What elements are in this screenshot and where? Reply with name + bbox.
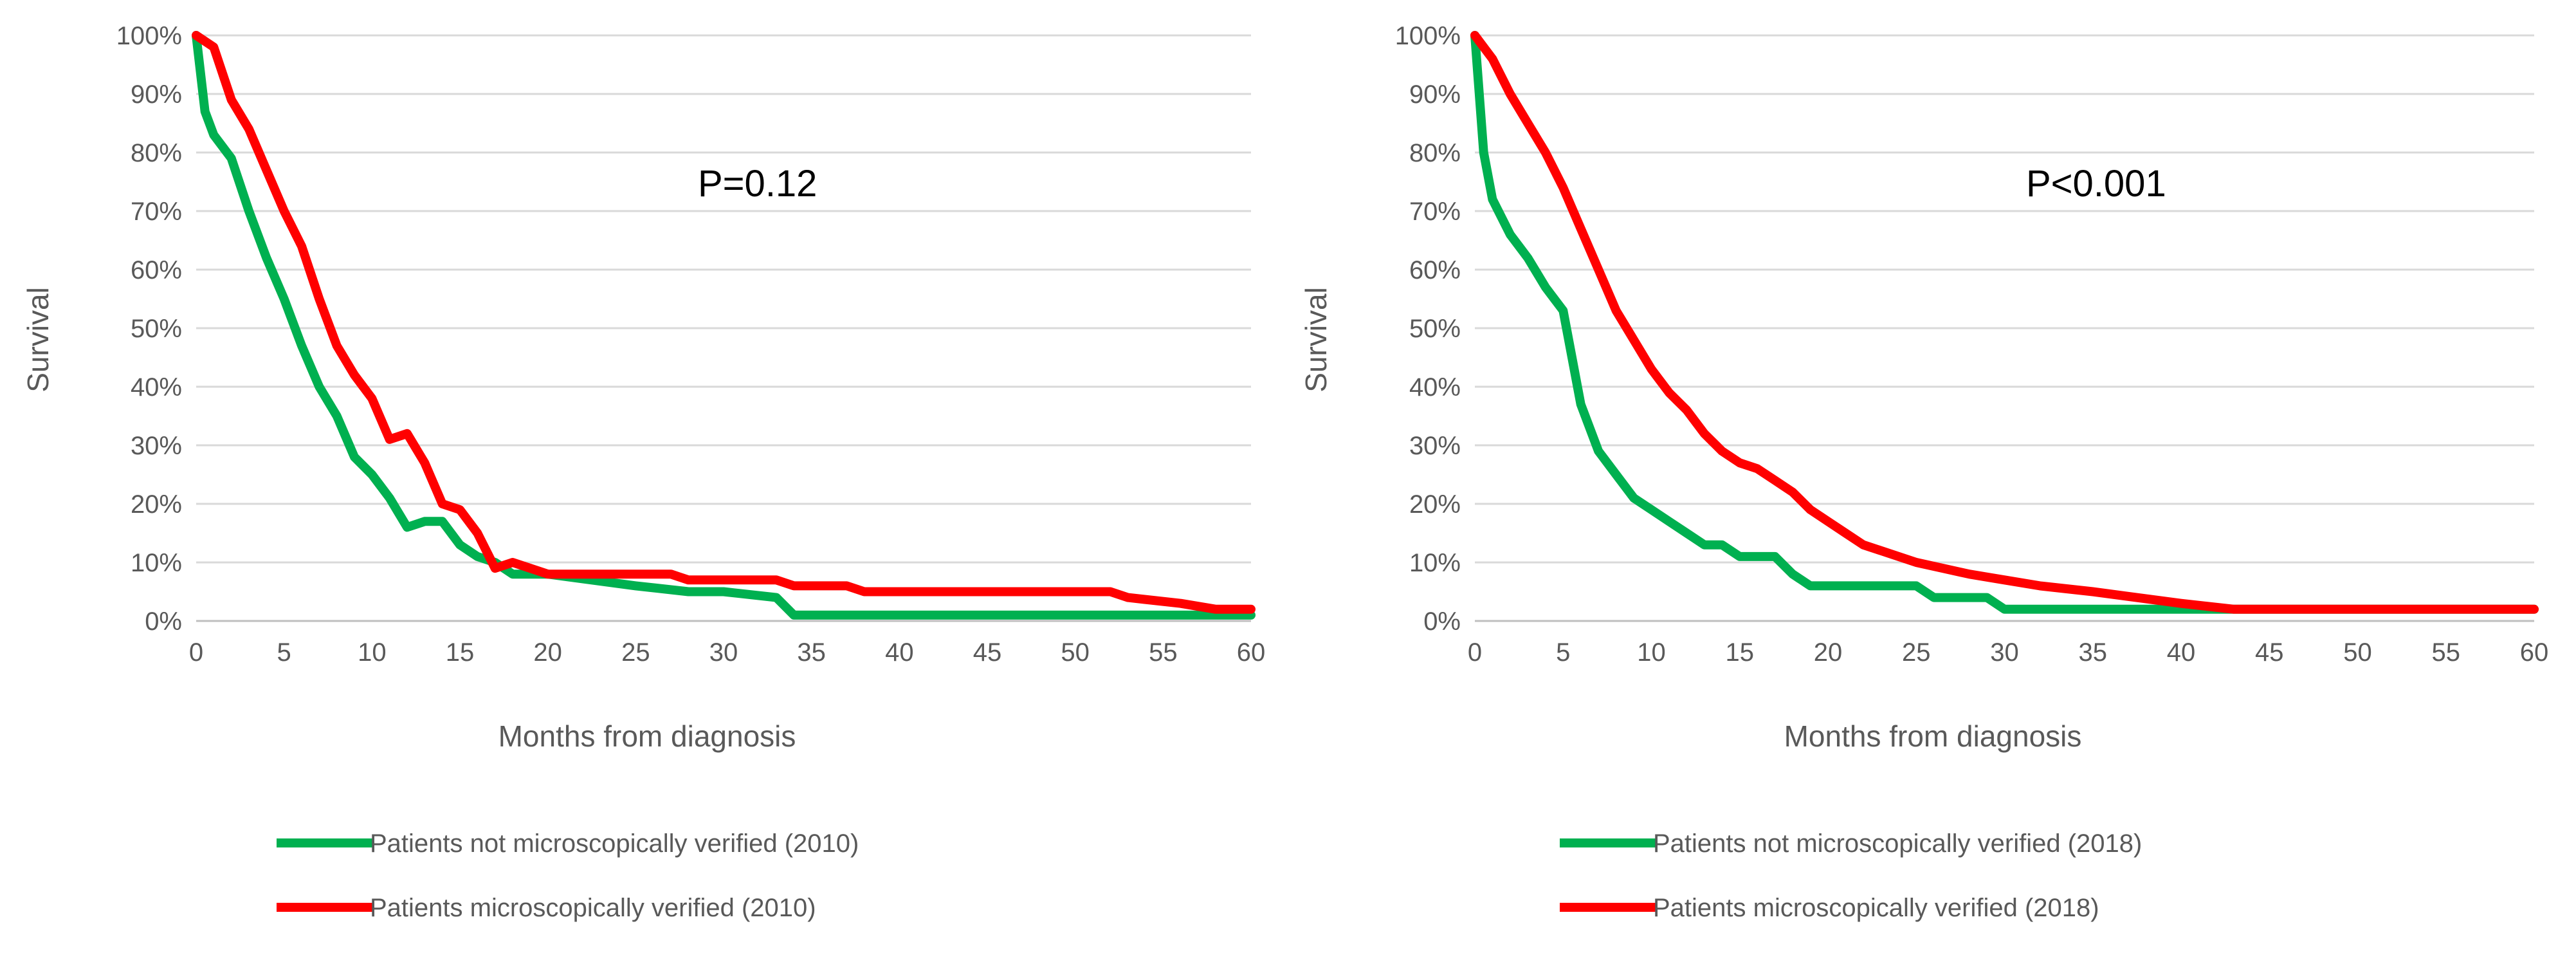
chart-panel-2018: 0% 10% 20% 30% 40% 50% 60% 70% 80% 90% 100% 0 5 10 15… <box>1299 22 2548 922</box>
x-tick-label: 35 <box>2079 638 2108 667</box>
x-tick-label: 25 <box>621 638 650 667</box>
y-tick-label: 70% <box>131 198 182 226</box>
x-tick-labels: 0 5 10 15 20 25 30 35 40 45 50 55 60 <box>189 638 1265 667</box>
series-line-verified <box>192 31 1256 614</box>
x-tick-label: 0 <box>1468 638 1482 667</box>
y-tick-label: 100% <box>1395 22 1461 50</box>
x-tick-label: 30 <box>709 638 738 667</box>
x-tick-label: 20 <box>1814 638 1843 667</box>
legend-label: Patients microscopically verified (2010) <box>370 894 816 922</box>
x-tick-label: 60 <box>2520 638 2549 667</box>
x-tick-label: 0 <box>189 638 203 667</box>
x-axis-label: Months from diagnosis <box>498 719 796 753</box>
y-tick-labels: 0% 10% 20% 30% 40% 50% 60% 70% 80% 90% 100% <box>116 22 182 636</box>
y-tick-labels: 0% 10% 20% 30% 40% 50% 60% 70% 80% 90% 100% <box>1395 22 1461 636</box>
legend: Patients not microscopically verified (2… <box>1560 829 2142 922</box>
legend-label: Patients microscopically verified (2018) <box>1653 894 2099 922</box>
y-tick-label: 40% <box>131 373 182 402</box>
series-line-not-verified <box>1470 31 2539 614</box>
x-tick-label: 5 <box>277 638 291 667</box>
y-tick-label: 20% <box>1409 490 1461 519</box>
y-tick-label: 30% <box>131 432 182 460</box>
y-tick-label: 100% <box>116 22 182 50</box>
x-tick-label: 55 <box>1149 638 1178 667</box>
series-group <box>1470 31 2539 614</box>
y-tick-label: 40% <box>1409 373 1461 402</box>
x-tick-label: 5 <box>1556 638 1570 667</box>
x-tick-label: 30 <box>1990 638 2019 667</box>
x-tick-label: 10 <box>1637 638 1666 667</box>
x-tick-label: 25 <box>1902 638 1931 667</box>
y-tick-label: 10% <box>131 549 182 577</box>
series-group <box>192 31 1256 620</box>
y-tick-label: 50% <box>1409 315 1461 343</box>
legend-label: Patients not microscopically verified (2… <box>1653 829 2142 858</box>
x-tick-label: 35 <box>797 638 826 667</box>
x-tick-label: 40 <box>2167 638 2196 667</box>
y-tick-label: 50% <box>131 315 182 343</box>
gridlines <box>1475 34 2534 622</box>
y-axis-label: Survival <box>21 287 55 393</box>
x-tick-label: 15 <box>1726 638 1755 667</box>
p-value-annotation: P=0.12 <box>698 163 817 205</box>
y-tick-label: 10% <box>1409 549 1461 577</box>
series-line-not-verified <box>192 31 1256 620</box>
x-tick-labels: 0 5 10 15 20 25 30 35 40 45 50 55 60 <box>1468 638 2548 667</box>
y-tick-label: 30% <box>1409 432 1461 460</box>
legend-label: Patients not microscopically verified (2… <box>370 829 859 858</box>
y-tick-label: 60% <box>131 256 182 284</box>
x-tick-label: 45 <box>973 638 1002 667</box>
x-tick-label: 60 <box>1237 638 1266 667</box>
x-axis-label: Months from diagnosis <box>1784 719 2082 753</box>
x-tick-label: 40 <box>885 638 914 667</box>
legend: Patients not microscopically verified (2… <box>277 829 859 922</box>
x-tick-label: 50 <box>1061 638 1090 667</box>
y-axis-label: Survival <box>1299 287 1333 393</box>
gridlines <box>196 34 1251 622</box>
x-tick-label: 50 <box>2343 638 2372 667</box>
y-tick-label: 60% <box>1409 256 1461 284</box>
x-tick-label: 15 <box>446 638 475 667</box>
y-tick-label: 0% <box>145 607 182 636</box>
y-tick-label: 80% <box>1409 139 1461 167</box>
y-tick-label: 0% <box>1423 607 1461 636</box>
y-tick-label: 90% <box>131 80 182 109</box>
y-tick-label: 90% <box>1409 80 1461 109</box>
x-tick-label: 45 <box>2255 638 2284 667</box>
y-tick-label: 80% <box>131 139 182 167</box>
p-value-annotation: P<0.001 <box>2026 163 2166 205</box>
x-tick-label: 10 <box>358 638 387 667</box>
y-tick-label: 20% <box>131 490 182 519</box>
series-line-verified <box>1470 31 2539 614</box>
x-tick-label: 55 <box>2432 638 2461 667</box>
y-tick-label: 70% <box>1409 198 1461 226</box>
x-tick-label: 20 <box>533 638 562 667</box>
chart-panel-2010: 0% 10% 20% 30% 40% 50% 60% 70% 80% 90% 100% 0 5 10 15… <box>21 22 1265 922</box>
